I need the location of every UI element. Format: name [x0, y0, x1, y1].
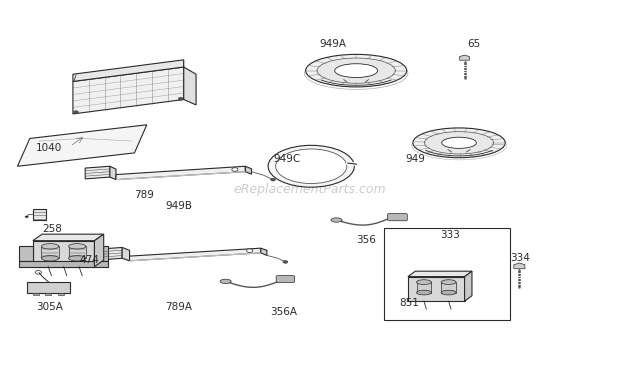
- Polygon shape: [19, 246, 33, 261]
- Text: 305A: 305A: [36, 302, 63, 312]
- Circle shape: [178, 97, 183, 100]
- Polygon shape: [33, 241, 94, 267]
- Text: 851: 851: [399, 298, 419, 308]
- Text: 949B: 949B: [166, 201, 192, 211]
- Ellipse shape: [69, 255, 86, 261]
- Ellipse shape: [331, 218, 342, 222]
- Ellipse shape: [276, 149, 347, 184]
- Circle shape: [74, 111, 79, 114]
- Bar: [384, 228, 510, 320]
- Ellipse shape: [441, 280, 456, 284]
- Polygon shape: [408, 271, 472, 277]
- Polygon shape: [514, 263, 525, 269]
- Circle shape: [247, 249, 253, 253]
- Ellipse shape: [268, 145, 355, 187]
- Text: 356A: 356A: [270, 307, 297, 318]
- Text: 1040: 1040: [36, 143, 62, 153]
- Text: 65: 65: [467, 39, 480, 49]
- Ellipse shape: [441, 290, 456, 295]
- Ellipse shape: [441, 137, 476, 149]
- Bar: [58, 293, 64, 295]
- Text: 356: 356: [356, 235, 376, 245]
- Polygon shape: [33, 234, 104, 241]
- Ellipse shape: [42, 255, 59, 261]
- Polygon shape: [85, 166, 110, 179]
- Ellipse shape: [220, 279, 231, 284]
- Ellipse shape: [317, 58, 396, 83]
- Text: 789A: 789A: [166, 302, 192, 312]
- Text: 258: 258: [42, 224, 62, 234]
- Bar: [33, 209, 46, 220]
- Ellipse shape: [42, 244, 59, 249]
- FancyBboxPatch shape: [276, 276, 294, 283]
- Polygon shape: [73, 67, 184, 114]
- Polygon shape: [122, 247, 130, 261]
- Polygon shape: [184, 67, 196, 105]
- Ellipse shape: [306, 54, 407, 87]
- Polygon shape: [97, 247, 122, 260]
- Circle shape: [283, 261, 288, 263]
- Ellipse shape: [417, 290, 432, 295]
- Ellipse shape: [413, 128, 505, 158]
- Bar: [69, 246, 86, 258]
- Text: 949C: 949C: [273, 154, 300, 164]
- Polygon shape: [464, 271, 472, 301]
- Polygon shape: [408, 277, 464, 301]
- Polygon shape: [130, 248, 261, 261]
- Text: 334: 334: [510, 253, 530, 263]
- Bar: [441, 282, 456, 293]
- Circle shape: [232, 168, 238, 171]
- Bar: [42, 246, 59, 258]
- Polygon shape: [110, 166, 116, 180]
- Text: 949A: 949A: [319, 39, 346, 49]
- Bar: [45, 293, 51, 295]
- Polygon shape: [94, 234, 104, 267]
- Circle shape: [270, 178, 275, 181]
- FancyBboxPatch shape: [388, 214, 407, 221]
- Polygon shape: [27, 282, 70, 293]
- Ellipse shape: [417, 280, 432, 284]
- Polygon shape: [116, 166, 246, 180]
- Circle shape: [25, 216, 29, 218]
- Polygon shape: [94, 246, 108, 261]
- Text: 949: 949: [405, 154, 425, 164]
- Ellipse shape: [335, 64, 378, 77]
- Polygon shape: [246, 166, 252, 174]
- Bar: [33, 293, 39, 295]
- Polygon shape: [261, 248, 267, 255]
- Polygon shape: [17, 125, 147, 166]
- Bar: [417, 282, 432, 293]
- Text: 789: 789: [135, 190, 154, 200]
- Text: eReplacementParts.com: eReplacementParts.com: [234, 183, 386, 196]
- Text: 333: 333: [441, 230, 461, 240]
- Polygon shape: [73, 60, 184, 81]
- Polygon shape: [459, 55, 469, 60]
- Ellipse shape: [425, 132, 494, 154]
- Ellipse shape: [69, 244, 86, 249]
- Polygon shape: [19, 261, 108, 267]
- Text: 474: 474: [79, 255, 99, 265]
